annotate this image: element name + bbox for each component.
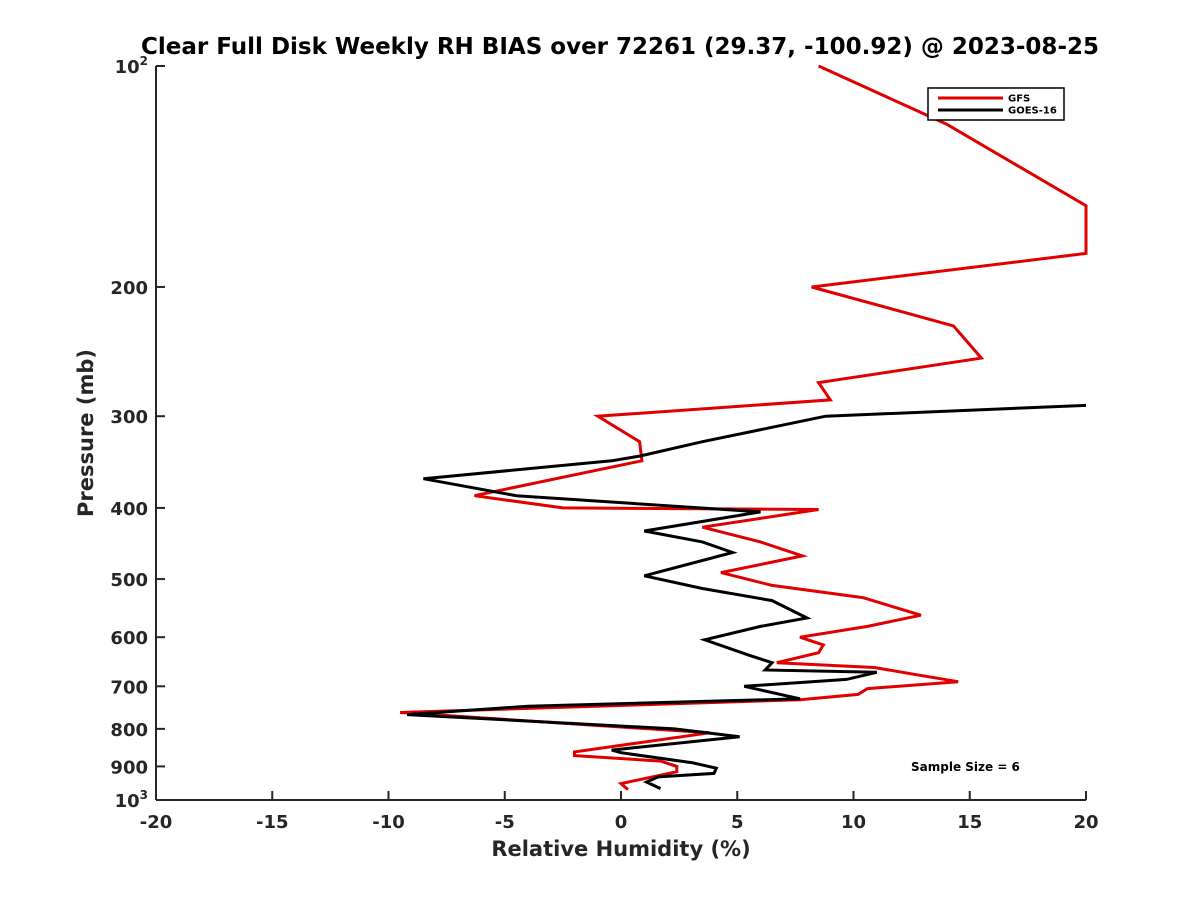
y-tick-label: 800 [110,720,148,741]
series-layer [400,64,1088,791]
y-tick-base: 700 [110,677,148,698]
x-tick-label: 5 [731,812,744,833]
x-tick-label: -15 [256,812,289,833]
y-tick-base: 200 [110,278,148,299]
y-tick-label: 103 [115,788,148,812]
y-tick-exponent: 2 [140,54,148,68]
y-tick-base: 10 [115,57,140,78]
x-tick-label: -5 [495,812,515,833]
series-line-gfs [400,64,1088,791]
x-tick-label: -20 [140,812,173,833]
legend: GFS GOES-16 [927,87,1065,121]
y-tick-base: 400 [110,499,148,520]
plot-area: -20 -15 -10 -5 0 5 10 15 20 10220030040050060070… [110,54,1098,833]
y-tick-base: 800 [110,720,148,741]
y-tick-label: 400 [110,499,148,520]
legend-label-gfs: GFS [1008,94,1030,105]
y-tick-exponent: 3 [140,788,148,802]
y-tick-base: 600 [110,628,148,649]
y-tick-base: 300 [110,407,148,428]
y-tick-label: 700 [110,677,148,698]
chart-title: Clear Full Disk Weekly RH BIAS over 7226… [141,34,1099,60]
y-tick-label: 102 [115,54,148,78]
y-tick-label: 300 [110,407,148,428]
y-axis-label: Pressure (mb) [74,349,98,517]
y-tick-base: 900 [110,757,148,778]
x-tick-label: 10 [841,812,866,833]
y-tick-label: 900 [110,757,148,778]
legend-box [927,87,1065,121]
legend-label-goes-16: GOES-16 [1008,106,1057,117]
y-tick-label: 500 [110,570,148,591]
y-tick-base: 500 [110,570,148,591]
x-axis-ticks: -20 -15 -10 -5 0 5 10 15 20 [140,791,1099,833]
y-tick-label: 200 [110,278,148,299]
x-tick-label: -10 [372,812,405,833]
series-line-goes-16 [406,403,1087,790]
x-axis-label: Relative Humidity (%) [491,837,750,861]
x-tick-label: 20 [1073,812,1098,833]
y-tick-label: 600 [110,628,148,649]
x-tick-label: 0 [615,812,628,833]
y-tick-base: 10 [115,791,140,812]
sample-size-annotation: Sample Size = 6 [911,760,1020,774]
x-tick-label: 15 [957,812,982,833]
